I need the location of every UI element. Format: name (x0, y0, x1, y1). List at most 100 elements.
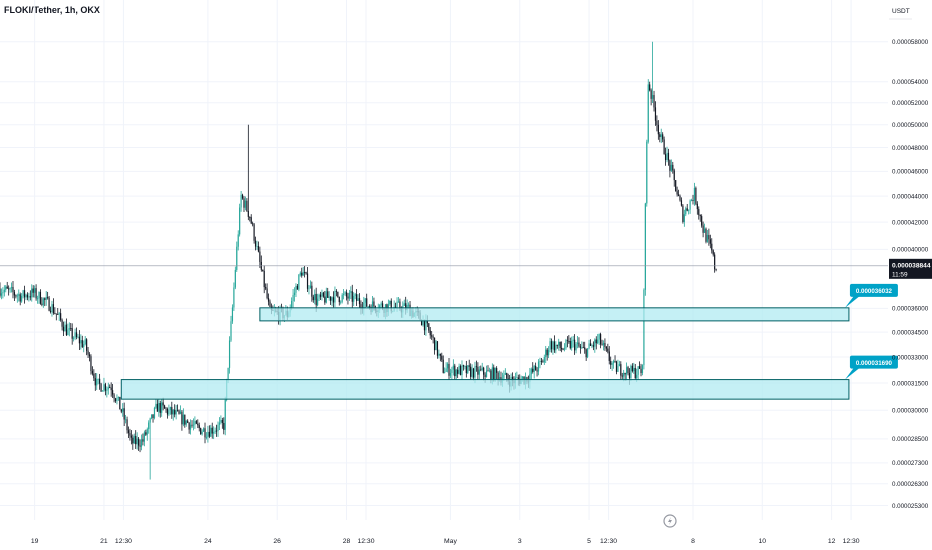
time-tick-label: May (444, 538, 457, 545)
candle-body (371, 301, 374, 312)
price-tick-label: 0.000040000 (892, 247, 929, 254)
candle-body (15, 295, 17, 297)
candle-body (194, 421, 196, 425)
candle-body (239, 207, 241, 235)
candle-body (617, 365, 619, 372)
candle-body (60, 313, 62, 320)
candle-body (331, 297, 333, 301)
candle-body (77, 336, 79, 338)
price-tick-label: 0.000042000 (892, 219, 929, 226)
candle-body (699, 214, 701, 217)
candle-body (90, 356, 92, 372)
candle-body (478, 369, 480, 375)
candle-body (172, 409, 174, 415)
candle-body (711, 243, 713, 251)
candle-body (659, 134, 661, 138)
candle-body (47, 297, 49, 298)
candle-body (150, 414, 153, 419)
candle-body (197, 423, 199, 426)
candle-body (5, 286, 7, 290)
candle-body (369, 306, 371, 308)
candle-body (477, 366, 479, 375)
candle-body (565, 340, 567, 349)
candle-body (34, 288, 36, 293)
candle-body (51, 304, 53, 312)
candle-body (552, 341, 554, 350)
candle-body (488, 370, 491, 372)
time-tick-label: 21 (100, 538, 108, 545)
candle-body (168, 410, 170, 415)
candle-body (464, 366, 466, 367)
candle-body (74, 332, 76, 338)
candle-body (10, 287, 13, 289)
candle-body (81, 340, 83, 348)
price-tick-label: 0.000033000 (892, 354, 929, 361)
candle-body (104, 384, 106, 391)
candle-body (93, 373, 95, 379)
candle-body (259, 251, 261, 262)
zone-callout-label: 0.000036032 (856, 288, 893, 295)
candle-body (129, 433, 131, 436)
candle-body (223, 422, 225, 430)
candle-body (136, 438, 138, 445)
candle-body (32, 288, 34, 293)
candle-body (249, 216, 251, 218)
candle-body (110, 387, 112, 391)
candle-body (550, 341, 553, 350)
price-tick-label: 0.000046000 (892, 169, 929, 176)
candle-body (91, 371, 93, 374)
candle-body (358, 298, 361, 305)
candle-body (484, 374, 486, 377)
candle-body (468, 365, 470, 367)
candle-body (36, 298, 39, 300)
price-tick-label: 0.000052000 (892, 100, 929, 107)
candle-body (143, 432, 145, 442)
candle-body (555, 344, 557, 351)
candle-body (61, 319, 63, 327)
time-tick-label: 3 (518, 538, 522, 545)
candle-body (436, 341, 439, 356)
candle-body (58, 313, 60, 315)
candle-body (608, 351, 610, 361)
candle-body (618, 364, 620, 366)
candle-body (604, 342, 606, 347)
candle-body (162, 402, 164, 406)
candle-body (540, 361, 543, 362)
candle-body (112, 390, 114, 395)
candle-body (689, 200, 691, 210)
candle-body (660, 134, 662, 138)
candle-body (220, 420, 222, 423)
candle-body (459, 365, 462, 376)
candle-body (52, 304, 55, 314)
candle-body (237, 234, 239, 247)
candle-body (624, 372, 626, 375)
candle-body (345, 292, 348, 297)
candle-body (399, 301, 401, 310)
candle-body (366, 298, 368, 307)
candle-body (166, 408, 169, 415)
candle-body (714, 254, 716, 270)
price-tick-label: 0.000054000 (892, 79, 929, 86)
candle-body (643, 289, 645, 366)
candle-body (73, 337, 75, 339)
candle-body (673, 170, 675, 181)
candle-body (267, 298, 270, 302)
candle-body (236, 246, 238, 270)
candle-body (422, 319, 424, 326)
candle-body (471, 368, 473, 377)
candle-body (676, 191, 678, 195)
price-tick-label: 0.000048000 (892, 145, 929, 152)
price-tick-label: 0.000031500 (892, 380, 929, 387)
candle-body (163, 405, 166, 409)
candle-body (97, 378, 99, 380)
candle-body (70, 328, 72, 329)
candle-body (227, 367, 229, 380)
candle-body (356, 294, 358, 301)
candle-body (465, 366, 467, 374)
candle-body (179, 411, 182, 414)
candle-body (295, 285, 297, 293)
time-axis: 19 21 12:30 24 26 28 12:30 May 3 5 12:30 8 10 12 12:30 (0, 530, 932, 545)
time-tick-label: 24 (204, 538, 212, 545)
candle-body (702, 225, 704, 233)
